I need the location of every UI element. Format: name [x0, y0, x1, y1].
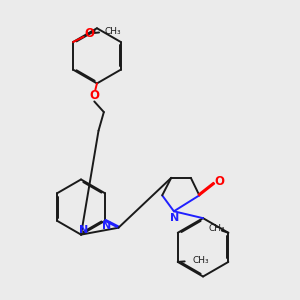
Text: CH₃: CH₃ — [193, 256, 209, 266]
Text: O: O — [89, 88, 99, 102]
Text: CH₃: CH₃ — [208, 224, 225, 233]
Text: N: N — [170, 213, 179, 223]
Text: N: N — [102, 220, 112, 231]
Text: N: N — [79, 225, 88, 235]
Text: O: O — [214, 175, 224, 188]
Text: O: O — [84, 27, 94, 40]
Text: CH₃: CH₃ — [105, 27, 122, 36]
